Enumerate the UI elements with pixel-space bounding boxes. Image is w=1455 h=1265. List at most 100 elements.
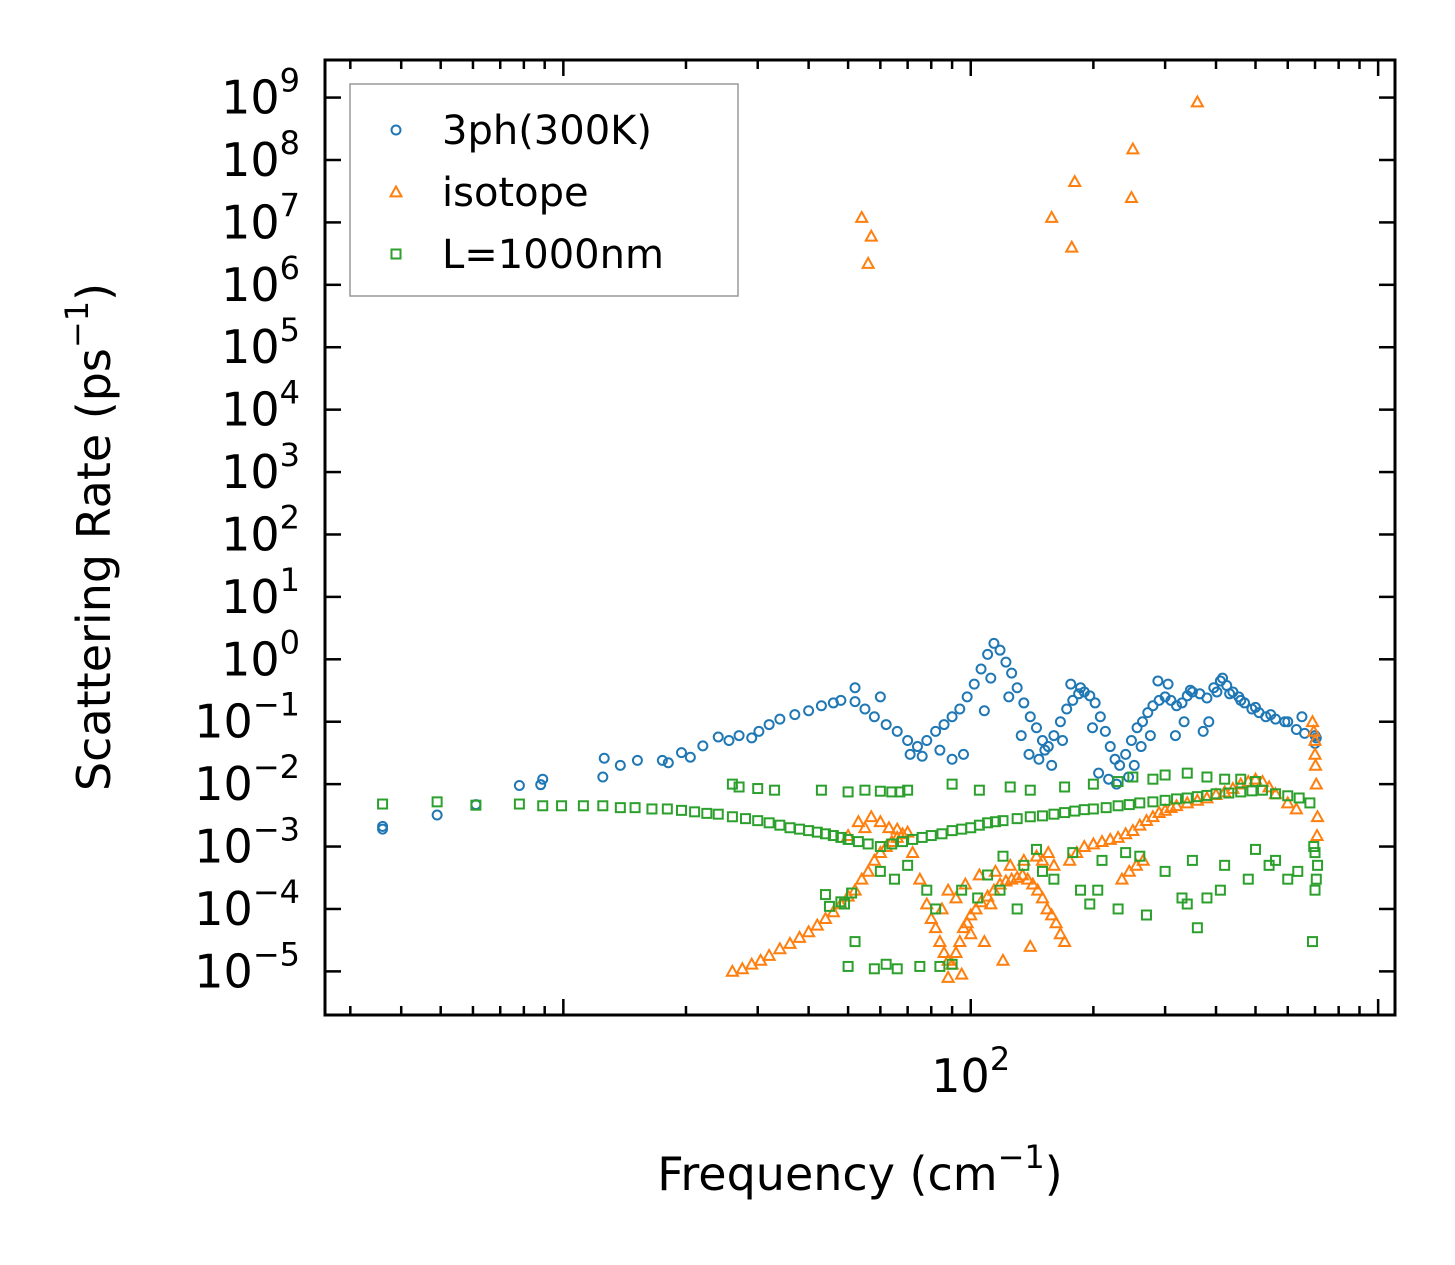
square-point bbox=[701, 807, 713, 819]
circle-point bbox=[697, 740, 709, 752]
legend-marker bbox=[390, 124, 402, 136]
circle-point bbox=[535, 779, 547, 791]
triangle-point bbox=[1094, 834, 1110, 848]
square-point bbox=[914, 960, 926, 972]
square-point bbox=[997, 850, 1009, 862]
circle-point bbox=[1144, 730, 1156, 742]
y-tick-label: 108 bbox=[221, 124, 300, 187]
series-3 bbox=[377, 767, 1324, 975]
circle-point bbox=[614, 759, 626, 771]
triangle-point bbox=[1309, 776, 1324, 790]
triangle-point bbox=[1114, 871, 1130, 885]
legend-label: L=1000nm bbox=[442, 232, 664, 278]
square-point bbox=[597, 800, 609, 812]
triangle-point bbox=[963, 926, 978, 940]
triangle-point bbox=[954, 966, 969, 980]
triangle-point bbox=[940, 969, 956, 983]
square-point bbox=[930, 903, 942, 915]
square-point bbox=[1092, 884, 1104, 896]
plot-frame bbox=[323, 58, 1397, 1017]
square-point bbox=[842, 960, 854, 972]
square-point bbox=[1134, 797, 1146, 809]
triangle-point bbox=[890, 821, 905, 835]
square-point bbox=[1024, 784, 1036, 796]
square-point bbox=[1147, 796, 1159, 808]
square-point bbox=[1112, 776, 1124, 788]
circle-point bbox=[1084, 690, 1096, 702]
square-point bbox=[1181, 792, 1193, 804]
circle-point bbox=[1310, 732, 1322, 744]
triangle-point bbox=[1046, 857, 1062, 871]
triangle-point bbox=[881, 820, 897, 834]
circle-point bbox=[1023, 748, 1035, 760]
triangle-point bbox=[1139, 813, 1154, 827]
square-point bbox=[994, 884, 1006, 896]
square-point bbox=[1171, 793, 1183, 805]
circle-point bbox=[1065, 678, 1077, 690]
circle-point bbox=[1036, 735, 1048, 747]
square-point bbox=[1270, 854, 1282, 866]
square-point bbox=[1123, 799, 1135, 811]
triangle-point bbox=[1308, 757, 1323, 771]
square-point bbox=[859, 784, 871, 796]
y-tick-label: 107 bbox=[221, 186, 300, 249]
triangle-point bbox=[977, 934, 992, 947]
circle-point bbox=[978, 705, 990, 717]
circle-point bbox=[763, 719, 775, 731]
square-point bbox=[1304, 797, 1316, 809]
y-tick-label: 102 bbox=[221, 498, 300, 561]
circle-point bbox=[1131, 722, 1143, 734]
square-point bbox=[1036, 810, 1048, 822]
triangle-point bbox=[1062, 852, 1077, 866]
triangle-point bbox=[1124, 190, 1139, 203]
circle-point bbox=[938, 719, 950, 731]
circle-point bbox=[1018, 697, 1030, 709]
circle-point bbox=[1217, 672, 1229, 684]
triangle-point bbox=[1199, 790, 1215, 804]
square-point bbox=[774, 819, 786, 831]
square-point bbox=[1181, 898, 1193, 910]
square-point bbox=[849, 936, 861, 948]
triangle-point bbox=[1064, 239, 1079, 253]
square-point bbox=[1048, 873, 1060, 885]
circle-point bbox=[1135, 741, 1147, 753]
circle-point bbox=[1039, 744, 1051, 756]
triangle-point bbox=[940, 882, 956, 896]
circle-point bbox=[1265, 709, 1277, 721]
square-point bbox=[513, 798, 525, 810]
circle-point bbox=[1089, 697, 1101, 709]
square-point bbox=[1186, 854, 1198, 866]
circle-point bbox=[1147, 700, 1159, 712]
triangle-point bbox=[864, 228, 879, 242]
square-point bbox=[1127, 771, 1139, 783]
legend-label: 3ph(300K) bbox=[442, 108, 652, 154]
square-point bbox=[972, 892, 984, 904]
triangle-point bbox=[980, 888, 995, 902]
square-point bbox=[769, 784, 781, 796]
triangle-point bbox=[1048, 915, 1064, 929]
triangle-point bbox=[744, 956, 759, 970]
square-point bbox=[1024, 811, 1036, 823]
circle-point bbox=[631, 754, 643, 766]
square-point bbox=[902, 784, 914, 796]
circle-point bbox=[1128, 759, 1140, 771]
triangle-point bbox=[1030, 882, 1045, 896]
square-point bbox=[470, 799, 482, 811]
x-tick-labels: 102 bbox=[931, 1040, 1010, 1103]
y-tick-label: 10−4 bbox=[194, 873, 300, 936]
triangle-point bbox=[1122, 863, 1137, 877]
legend-label: isotope bbox=[442, 170, 589, 216]
triangle-point bbox=[854, 871, 869, 885]
triangle-point bbox=[968, 901, 984, 915]
square-point bbox=[1214, 884, 1226, 896]
square-point bbox=[1120, 847, 1132, 859]
circle-point bbox=[1176, 697, 1188, 709]
square-point bbox=[921, 884, 933, 896]
triangle-point bbox=[801, 924, 816, 938]
x-axis-label: Frequency (cm−1) bbox=[657, 1138, 1062, 1201]
circle-point bbox=[988, 637, 1000, 649]
triangle-point bbox=[983, 896, 998, 910]
circle-point bbox=[1249, 701, 1261, 713]
y-tick-label: 10−5 bbox=[194, 935, 300, 998]
